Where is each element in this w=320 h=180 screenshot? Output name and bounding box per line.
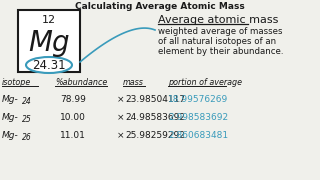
Text: of all natural isotopes of an: of all natural isotopes of an [158,37,276,46]
Text: Mg: Mg [28,29,70,57]
Text: 24: 24 [22,97,32,106]
Text: 26: 26 [22,133,32,142]
Text: 25.98259292: 25.98259292 [125,131,185,140]
Text: element by their abundance.: element by their abundance. [158,47,284,56]
Text: Mg-: Mg- [2,113,19,122]
Text: 10.00: 10.00 [60,113,86,122]
Ellipse shape [26,57,72,73]
Text: 24.98583692: 24.98583692 [125,113,185,122]
Text: portion of average: portion of average [168,78,242,87]
Text: ×: × [117,113,124,122]
Text: Mg-: Mg- [2,95,19,104]
Text: 78.99: 78.99 [60,95,86,104]
Text: 2.998583692: 2.998583692 [168,113,228,122]
Text: ×: × [117,131,124,140]
Bar [18,10,80,72]
Text: 11.01: 11.01 [60,131,86,140]
Text: %abundance: %abundance [55,78,107,87]
Text: Calculating Average Atomic Mass: Calculating Average Atomic Mass [75,2,245,11]
Text: weighted average of masses: weighted average of masses [158,27,283,36]
Text: 23.98504117: 23.98504117 [125,95,185,104]
Text: ×: × [117,95,124,104]
Text: 24.31: 24.31 [32,58,66,71]
Text: 25: 25 [22,115,32,124]
Text: 12: 12 [42,15,56,25]
Text: mass: mass [123,78,144,87]
Text: 2.860683481: 2.860683481 [168,131,228,140]
Text: 18.99576269: 18.99576269 [168,95,228,104]
Text: Mg-: Mg- [2,131,19,140]
Text: isotope: isotope [2,78,31,87]
Text: Average atomic mass: Average atomic mass [158,15,278,25]
